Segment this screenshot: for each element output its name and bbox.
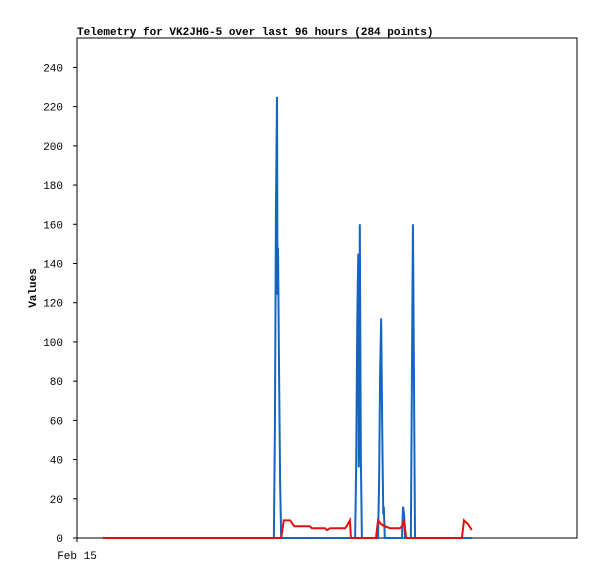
y-tick-label: 220 xyxy=(43,103,63,115)
chart-title: Telemetry for VK2JHG-5 over last 96 hour… xyxy=(77,27,433,39)
y-tick-label: 160 xyxy=(43,220,63,232)
y-tick-label: 180 xyxy=(43,181,63,193)
y-tick-label: 60 xyxy=(50,416,63,428)
y-tick-label: 240 xyxy=(43,63,63,75)
y-tick-label: 140 xyxy=(43,259,63,271)
y-tick-label: 0 xyxy=(56,534,63,546)
series-line xyxy=(103,516,473,539)
x-tick-label: Feb 15 xyxy=(57,551,97,563)
y-axis-label: Values xyxy=(28,268,40,308)
y-tick-label: 100 xyxy=(43,338,63,350)
y-tick-label: 120 xyxy=(43,299,63,311)
y-tick-label: 40 xyxy=(50,456,63,468)
y-tick-label: 20 xyxy=(50,495,63,507)
y-tick-label: 200 xyxy=(43,142,63,154)
y-tick-label: 80 xyxy=(50,377,63,389)
